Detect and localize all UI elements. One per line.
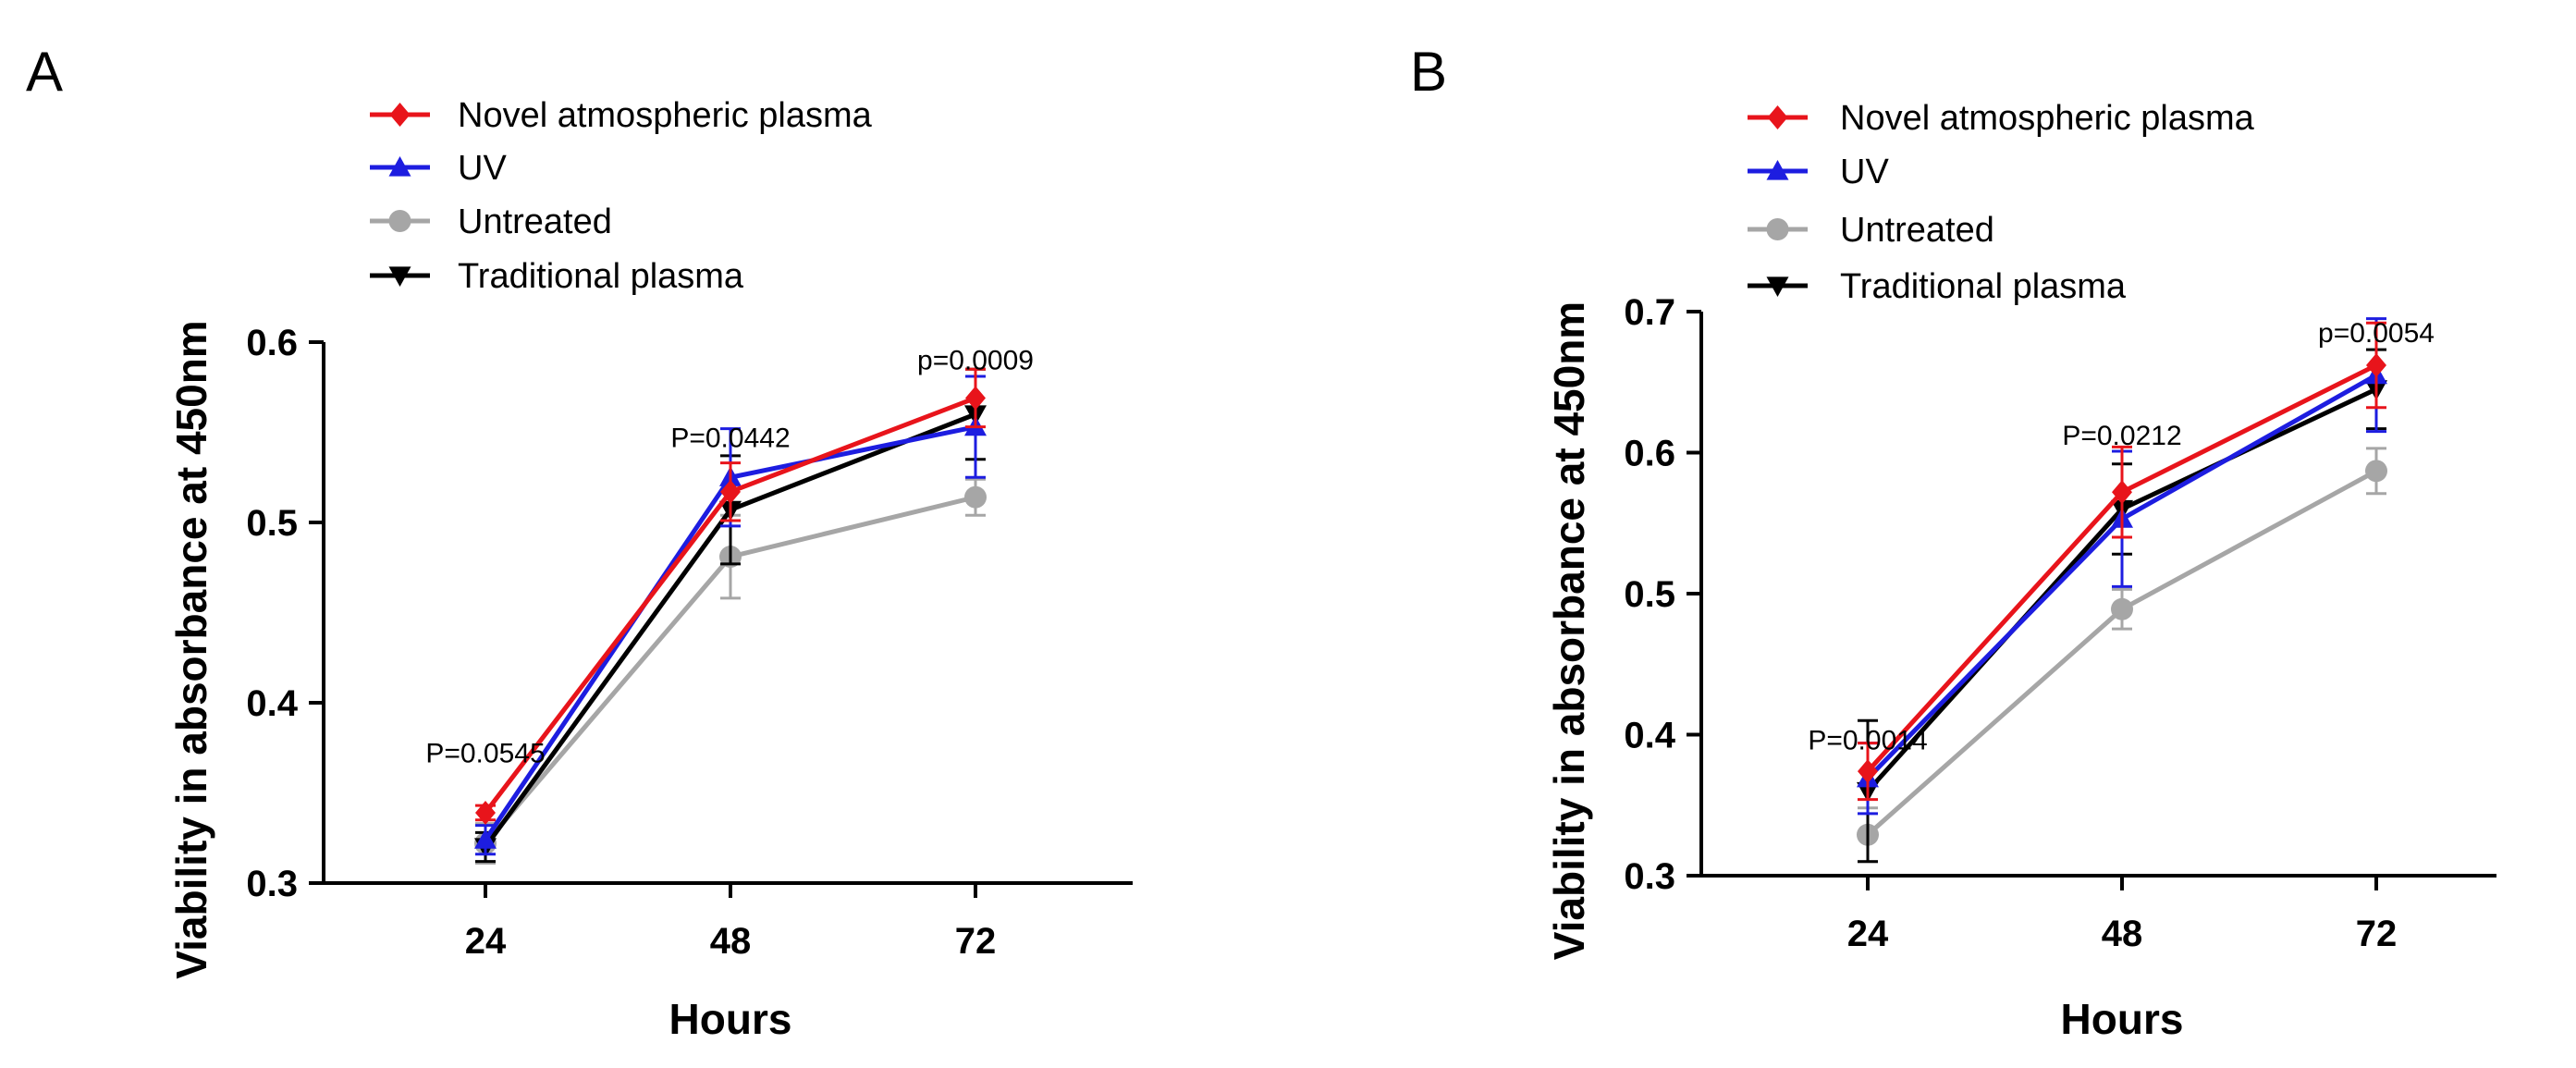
data-point: [2112, 480, 2132, 505]
data-point: [474, 829, 497, 849]
x-tick-label: 24: [1847, 914, 1889, 954]
x-tick-label: 48: [2102, 914, 2143, 954]
p-value-annotation: P=0.0014: [1808, 726, 1927, 756]
x-tick-labels: 24 48 72: [465, 921, 997, 962]
series-layer: [474, 367, 987, 865]
data-point: [2111, 597, 2133, 620]
legend-label: Novel atmospheric plasma: [1840, 99, 2255, 138]
legend: Novel atmospheric plasma UV Untreated Tr…: [370, 96, 873, 296]
chart-panel-a: A Novel atmospheric plasma UV Untreated …: [26, 41, 1133, 1043]
annotations: P=0.0014 P=0.0212 p=0.0054: [1808, 318, 2435, 756]
p-value-annotation: P=0.0545: [425, 739, 545, 769]
x-axis-title: Hours: [2061, 995, 2184, 1043]
data-point: [475, 800, 496, 825]
legend-marker: [389, 103, 411, 127]
y-tick-label: 0.5: [246, 503, 298, 544]
annotations: P=0.0545 P=0.0442 p=0.0009: [425, 346, 1034, 769]
y-tick-label: 0.3: [1624, 856, 1675, 897]
legend-marker: [1766, 160, 1789, 180]
p-value-annotation: p=0.0009: [917, 346, 1034, 376]
axes: [1687, 310, 2496, 890]
legend: Novel atmospheric plasma UV Untreated Tr…: [1748, 99, 2255, 306]
x-tick-label: 48: [710, 921, 752, 962]
axes: [309, 340, 1133, 898]
y-tick-label: 0.5: [1624, 574, 1675, 615]
legend-label: Novel atmospheric plasma: [458, 96, 873, 135]
legend-marker: [388, 210, 411, 232]
y-tick-labels: 0.3 0.4 0.5 0.6 0.7: [1624, 292, 1675, 897]
panel-label: A: [26, 41, 63, 103]
legend-label: UV: [1840, 153, 1889, 191]
x-tick-labels: 24 48 72: [1847, 914, 2398, 954]
series-layer: [1857, 317, 2387, 864]
legend-marker: [388, 266, 411, 287]
legend-label: Untreated: [458, 203, 612, 241]
x-tick-label: 24: [465, 921, 507, 962]
legend-marker: [1766, 276, 1789, 297]
legend-keys: [1748, 105, 1808, 297]
legend-keys: [370, 103, 430, 287]
data-point: [965, 386, 986, 411]
data-point: [964, 485, 987, 509]
legend-label: Traditional plasma: [458, 257, 744, 296]
series-novel-atmospheric-plasma: [475, 367, 986, 825]
y-tick-label: 0.3: [246, 864, 298, 904]
y-axis-title: Viability in absorbance at 450nm: [167, 320, 215, 978]
x-tick-label: 72: [2356, 914, 2398, 954]
x-axis-title: Hours: [669, 995, 792, 1043]
p-value-annotation: P=0.0442: [670, 423, 790, 453]
y-tick-labels: 0.3 0.4 0.5 0.6: [246, 323, 298, 904]
panel-label: B: [1410, 41, 1447, 103]
y-tick-label: 0.7: [1624, 292, 1675, 333]
data-point: [720, 479, 741, 504]
x-tick-label: 72: [955, 921, 997, 962]
y-tick-label: 0.4: [246, 683, 298, 724]
legend-label: UV: [458, 149, 507, 188]
data-point: [2365, 460, 2387, 483]
y-tick-label: 0.6: [1624, 434, 1675, 474]
legend-marker: [1767, 105, 1788, 129]
data-point: [2366, 352, 2386, 377]
y-axis-title: Viability in absorbance at 450nm: [1545, 301, 1593, 960]
legend-marker: [1766, 218, 1789, 240]
data-point: [1858, 759, 1878, 784]
y-tick-label: 0.6: [246, 323, 298, 363]
legend-marker: [388, 156, 411, 177]
series-novel-atmospheric-plasma: [1858, 321, 2386, 802]
p-value-annotation: P=0.0212: [2062, 421, 2181, 451]
legend-label: Traditional plasma: [1840, 267, 2127, 306]
y-tick-label: 0.4: [1624, 716, 1675, 756]
legend-label: Untreated: [1840, 211, 1994, 250]
chart-panel-b: B Novel atmospheric plasma UV Untreated …: [1410, 41, 2496, 1043]
p-value-annotation: p=0.0054: [2318, 318, 2435, 349]
